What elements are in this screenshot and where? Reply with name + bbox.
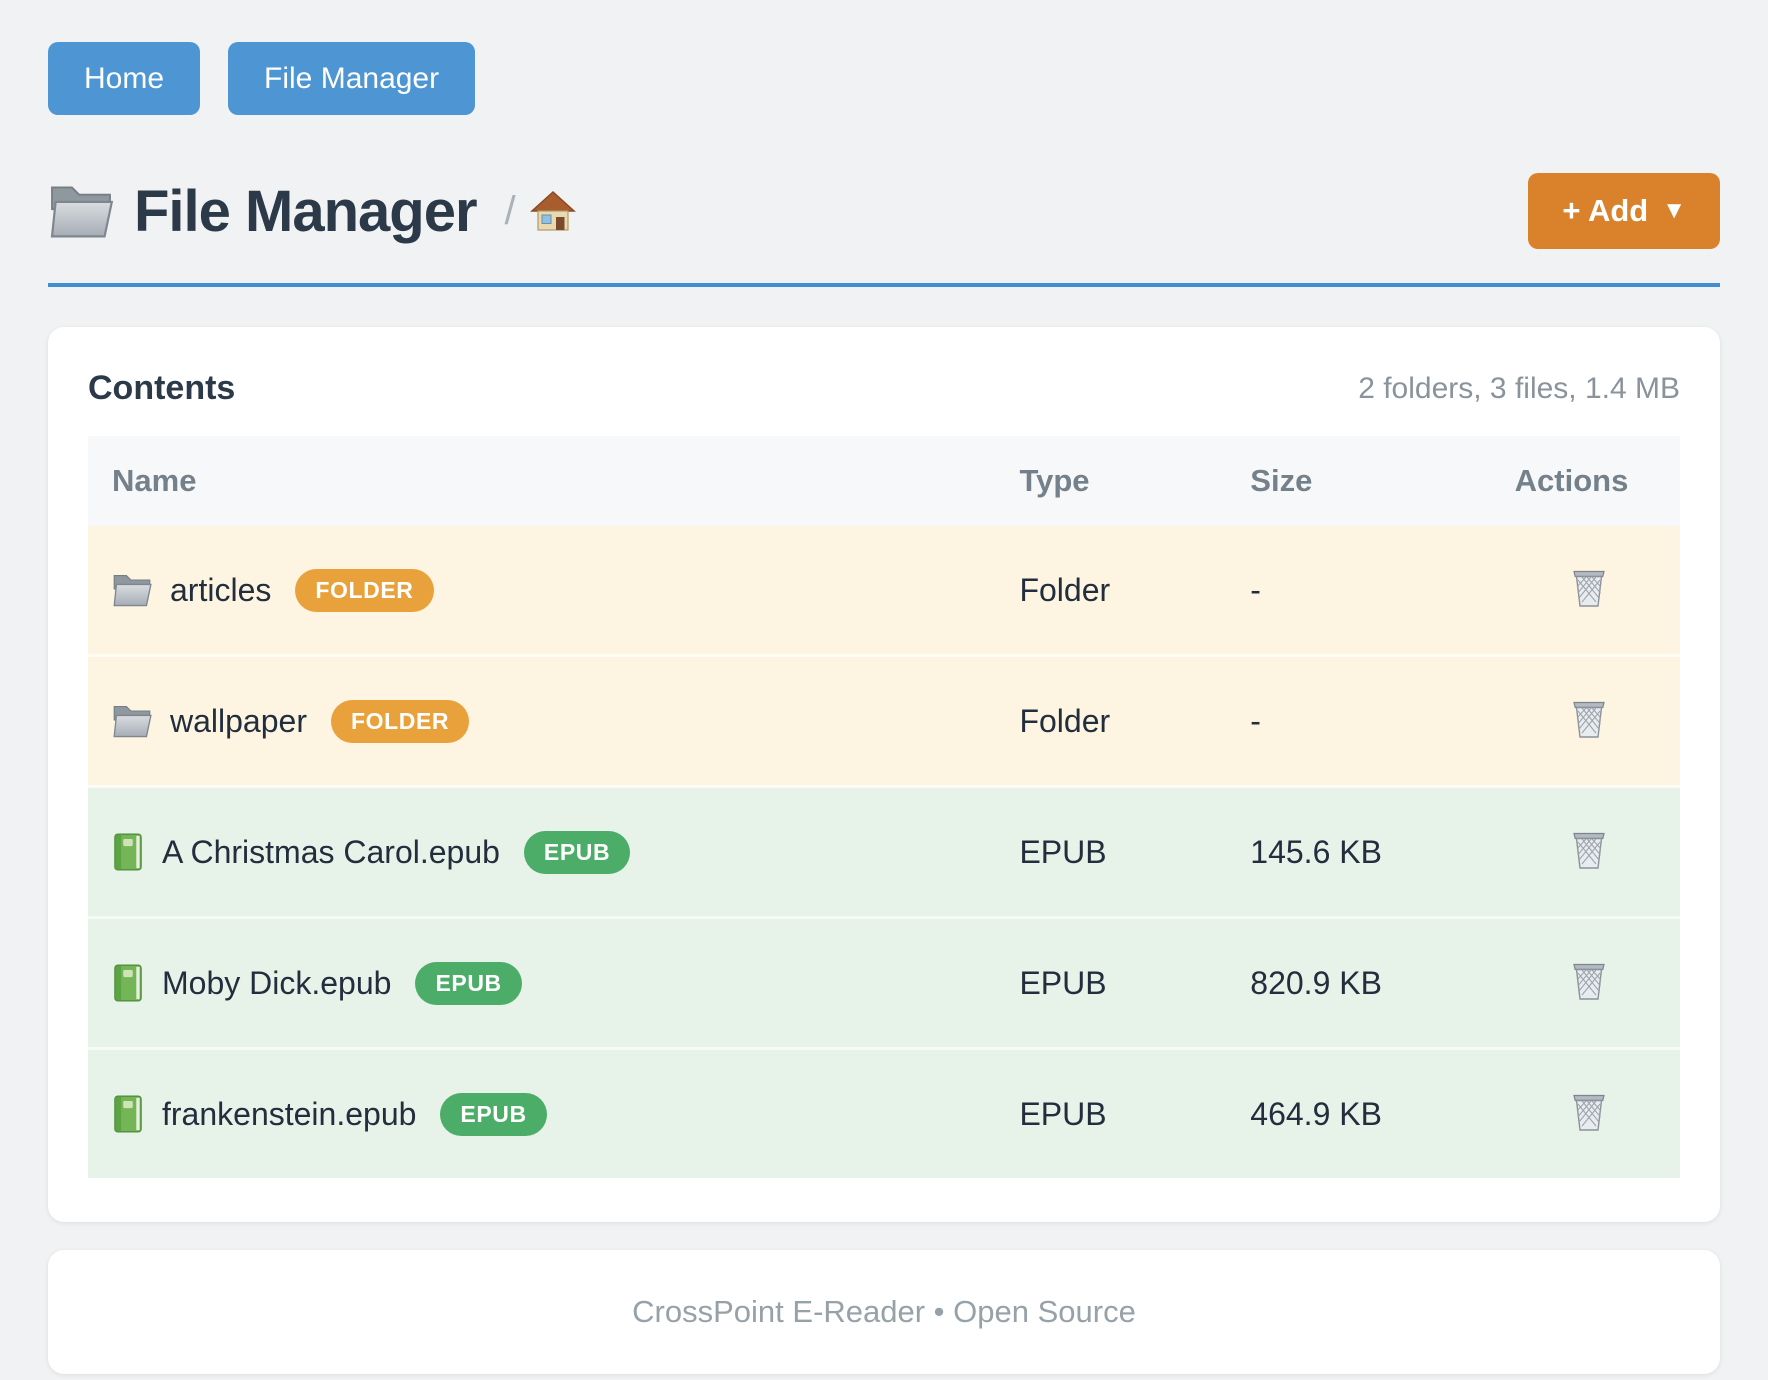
add-button-label: + Add — [1562, 193, 1648, 229]
page-title: File Manager — [134, 178, 477, 245]
name-cell: Moby Dick.epub EPUB — [88, 918, 995, 1049]
file-manager-page: Home File Manager File Manager / — [0, 0, 1768, 1374]
row-type-badge: EPUB — [440, 1093, 546, 1136]
trash-icon — [1571, 699, 1607, 739]
actions-cell — [1473, 918, 1680, 1049]
files-table-body: articles FOLDER Folder - wallpaper FOLDE… — [88, 526, 1680, 1178]
delete-button[interactable] — [1567, 564, 1611, 612]
trash-icon — [1571, 961, 1607, 1001]
row-size: 145.6 KB — [1226, 787, 1473, 918]
files-table: Name Type Size Actions articles FOLDER F… — [88, 436, 1680, 1178]
actions-cell — [1473, 526, 1680, 656]
add-button[interactable]: + Add ▼ — [1528, 173, 1720, 249]
delete-button[interactable] — [1567, 957, 1611, 1005]
trash-icon — [1571, 1092, 1607, 1132]
file-manager-nav-button[interactable]: File Manager — [228, 42, 475, 115]
row-type: EPUB — [995, 787, 1226, 918]
row-icon-host — [112, 703, 152, 739]
home-house-icon[interactable] — [530, 190, 576, 232]
row-type: EPUB — [995, 1049, 1226, 1179]
row-icon-host — [112, 1095, 144, 1133]
name-cell: A Christmas Carol.epub EPUB — [88, 787, 995, 918]
row-name[interactable]: wallpaper — [170, 703, 307, 740]
row-icon-host — [112, 833, 144, 871]
delete-button[interactable] — [1567, 826, 1611, 874]
top-nav: Home File Manager — [48, 42, 1720, 115]
trash-icon — [1571, 830, 1607, 870]
chevron-down-icon: ▼ — [1662, 197, 1686, 225]
row-type: Folder — [995, 656, 1226, 787]
name-cell: frankenstein.epub EPUB — [88, 1049, 995, 1179]
row-type: EPUB — [995, 918, 1226, 1049]
files-table-head: Name Type Size Actions — [88, 436, 1680, 526]
contents-card-header: Contents 2 folders, 3 files, 1.4 MB — [88, 369, 1680, 408]
column-header-size: Size — [1226, 436, 1473, 526]
book-icon — [112, 964, 144, 1002]
contents-card: Contents 2 folders, 3 files, 1.4 MB Name… — [48, 327, 1720, 1222]
contents-summary: 2 folders, 3 files, 1.4 MB — [1358, 372, 1680, 406]
table-row[interactable]: Moby Dick.epub EPUB EPUB 820.9 KB — [88, 918, 1680, 1049]
table-row[interactable]: frankenstein.epub EPUB EPUB 464.9 KB — [88, 1049, 1680, 1179]
actions-cell — [1473, 1049, 1680, 1179]
footer: CrossPoint E-Reader • Open Source — [48, 1250, 1720, 1374]
folder-icon — [112, 572, 152, 608]
row-name[interactable]: Moby Dick.epub — [162, 965, 391, 1002]
table-row[interactable]: wallpaper FOLDER Folder - — [88, 656, 1680, 787]
book-icon — [112, 1095, 144, 1133]
column-header-type: Type — [995, 436, 1226, 526]
row-type-badge: FOLDER — [331, 700, 469, 743]
row-type-badge: FOLDER — [295, 569, 433, 612]
header-divider — [48, 283, 1720, 287]
row-name[interactable]: A Christmas Carol.epub — [162, 834, 500, 871]
name-cell: wallpaper FOLDER — [88, 656, 995, 787]
folder-icon — [48, 182, 114, 240]
page-header: File Manager / + Add ▼ — [48, 173, 1720, 249]
delete-button[interactable] — [1567, 1088, 1611, 1136]
folder-icon — [48, 182, 114, 240]
trash-icon — [1571, 568, 1607, 608]
table-row[interactable]: A Christmas Carol.epub EPUB EPUB 145.6 K… — [88, 787, 1680, 918]
book-icon — [112, 833, 144, 871]
row-icon-host — [112, 964, 144, 1002]
actions-cell — [1473, 787, 1680, 918]
column-header-actions: Actions — [1473, 436, 1680, 526]
footer-text: CrossPoint E-Reader • Open Source — [632, 1294, 1136, 1329]
breadcrumb-separator: / — [505, 189, 516, 234]
row-name[interactable]: frankenstein.epub — [162, 1096, 416, 1133]
delete-button[interactable] — [1567, 695, 1611, 743]
table-row[interactable]: articles FOLDER Folder - — [88, 526, 1680, 656]
row-name[interactable]: articles — [170, 572, 271, 609]
column-header-name: Name — [88, 436, 995, 526]
name-cell: articles FOLDER — [88, 526, 995, 656]
row-size: - — [1226, 526, 1473, 656]
row-size: 464.9 KB — [1226, 1049, 1473, 1179]
row-type-badge: EPUB — [415, 962, 521, 1005]
row-icon-host — [112, 572, 152, 608]
breadcrumb: / — [505, 189, 576, 234]
home-nav-button[interactable]: Home — [48, 42, 200, 115]
row-size: - — [1226, 656, 1473, 787]
row-type: Folder — [995, 526, 1226, 656]
contents-title: Contents — [88, 369, 235, 408]
actions-cell — [1473, 656, 1680, 787]
row-type-badge: EPUB — [524, 831, 630, 874]
folder-icon — [112, 703, 152, 739]
row-size: 820.9 KB — [1226, 918, 1473, 1049]
